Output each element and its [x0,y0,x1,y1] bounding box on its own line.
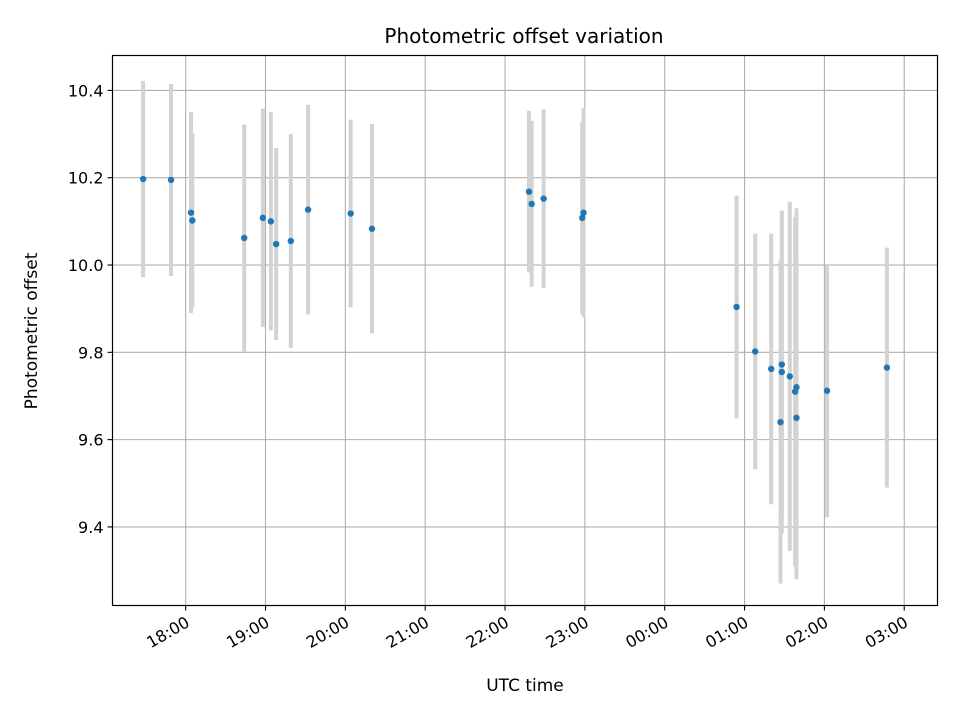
data-points [139,175,891,426]
y-tick-label: 10.0 [68,256,104,275]
grid-lines [112,55,938,606]
data-point [241,234,248,242]
y-tick-label: 9.6 [78,431,103,450]
data-point [778,368,786,376]
data-point [580,209,587,216]
y-axis-label: Photometric offset [22,252,42,409]
data-point [139,175,147,183]
data-point [187,209,195,216]
data-point [778,361,786,368]
data-point [540,195,547,202]
data-point [189,217,196,224]
data-point [733,303,740,311]
plot-frame [111,54,939,607]
x-axis-label: UTC time [486,676,564,696]
chart-title: Photometric offset variation [384,24,663,48]
data-point [525,188,533,195]
data-point [823,387,831,394]
data-point [528,200,535,208]
data-point [793,414,800,422]
data-point [267,218,275,225]
data-point [347,210,354,217]
data-point [167,176,175,184]
data-point [287,237,295,245]
y-tick-label: 9.4 [78,518,103,537]
data-point [786,373,793,380]
data-point [368,225,376,232]
data-point [777,418,784,426]
y-tick-label: 9.8 [78,343,103,362]
data-point [272,240,280,248]
data-point [883,364,891,371]
data-point [752,348,759,355]
data-point [767,365,775,373]
y-tick-label: 10.2 [68,169,104,188]
data-point [579,214,586,222]
data-point [793,384,800,391]
data-point [259,214,267,222]
y-tick-label: 10.4 [68,81,104,100]
data-point [304,206,312,213]
